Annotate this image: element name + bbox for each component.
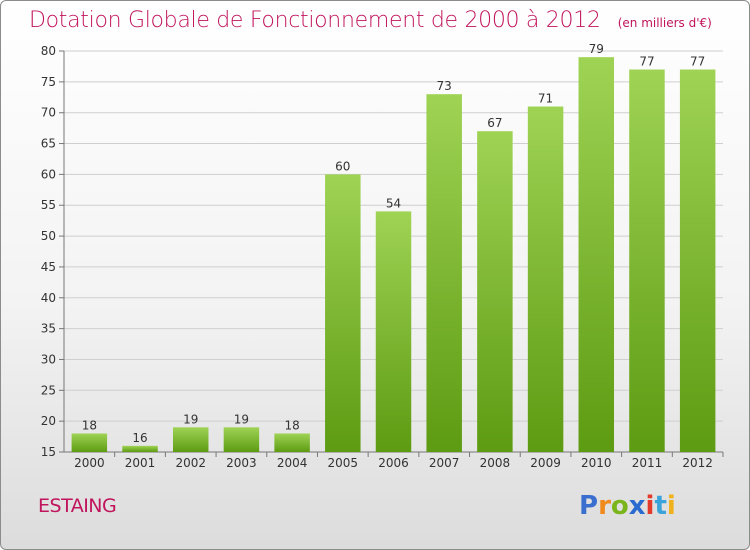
bar [274, 433, 310, 452]
bar-data-label: 18 [82, 418, 97, 432]
y-tick-label: 75 [41, 75, 56, 89]
y-tick-label: 55 [41, 198, 56, 212]
y-tick-label: 30 [41, 352, 56, 366]
x-tick-label: 2007 [429, 456, 460, 470]
y-tick-label: 35 [41, 322, 56, 336]
bar [172, 427, 209, 452]
x-tick-label: 2001 [125, 456, 156, 470]
bar [375, 211, 412, 452]
y-tick-label: 65 [41, 137, 56, 151]
bar [527, 106, 564, 453]
x-tick-label: 2004 [277, 456, 308, 470]
x-tick-label: 2006 [378, 456, 409, 470]
x-tick-label: 2011 [632, 456, 663, 470]
bar [325, 174, 361, 452]
x-tick-label: 2000 [74, 456, 105, 470]
x-tick-label: 2008 [480, 456, 511, 470]
y-tick-label: 50 [41, 229, 56, 243]
x-tick-label: 2002 [175, 456, 206, 470]
bar [629, 69, 665, 452]
bar [223, 427, 260, 452]
bar-data-label: 77 [639, 55, 654, 69]
bar [679, 69, 716, 452]
chart-title: Dotation Globale de Fonctionnement de 20… [29, 8, 601, 33]
y-tick-label: 80 [41, 44, 56, 58]
y-tick-label: 20 [41, 414, 56, 428]
title-row: Dotation Globale de Fonctionnement de 20… [29, 8, 712, 33]
bar [426, 94, 462, 452]
chart-unit-note: (en milliers d'€) [617, 16, 712, 30]
x-tick-label: 2003 [226, 456, 257, 470]
y-tick-label: 25 [41, 383, 56, 397]
y-tick-label: 70 [41, 106, 56, 120]
commune-name: ESTAING [38, 495, 117, 517]
bar-data-label: 19 [183, 412, 198, 426]
bar-data-label: 71 [538, 92, 553, 106]
x-tick-label: 2012 [682, 456, 713, 470]
bar-data-label: 18 [284, 418, 299, 432]
bar-data-label: 60 [335, 159, 350, 173]
y-tick-label: 60 [41, 167, 56, 181]
bar-data-label: 79 [589, 42, 604, 56]
x-tick-label: 2005 [328, 456, 359, 470]
bar-data-label: 54 [386, 196, 401, 210]
y-tick-label: 15 [41, 445, 56, 459]
bar [71, 433, 108, 452]
bar [122, 445, 158, 452]
bar [477, 131, 513, 452]
bar-data-label: 73 [437, 79, 452, 93]
bar-data-label: 67 [487, 116, 502, 130]
bar-data-label: 77 [690, 55, 705, 69]
x-tick-label: 2010 [581, 456, 612, 470]
proxiti-logo: Proxiti [579, 491, 676, 521]
y-tick-label: 45 [41, 260, 56, 274]
bar [578, 57, 615, 453]
bar-data-label: 19 [234, 412, 249, 426]
y-tick-label: 40 [41, 291, 56, 305]
x-tick-label: 2009 [530, 456, 561, 470]
bar-data-label: 16 [132, 431, 147, 445]
